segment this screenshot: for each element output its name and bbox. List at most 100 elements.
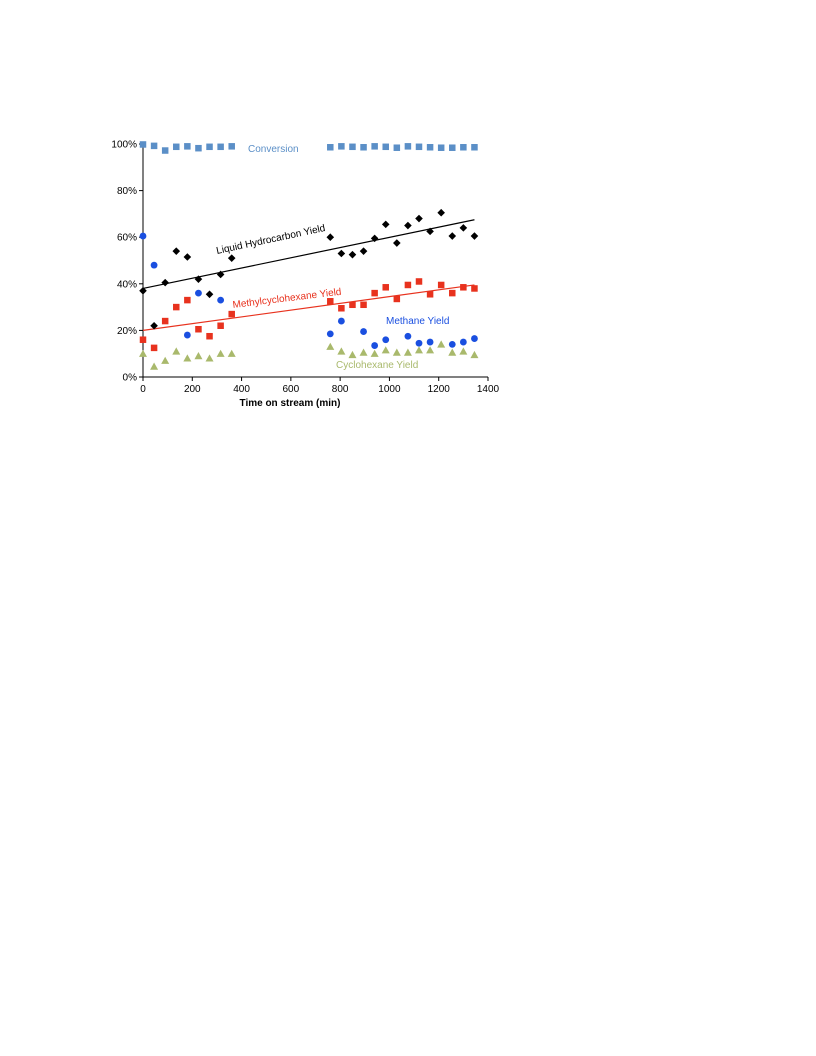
axes <box>142 144 488 378</box>
cyclohexane-point <box>348 350 357 359</box>
cyclohexane-point <box>448 348 457 356</box>
methane-point <box>404 332 412 340</box>
conversion-point <box>371 143 378 150</box>
methylcyclohexane-point <box>360 301 367 309</box>
liquid-point <box>227 254 236 262</box>
methylcyclohexane-point <box>449 289 456 297</box>
methylcyclohexane-point <box>426 291 434 298</box>
methane-series <box>139 232 478 349</box>
x-tick-label: 1400 <box>477 384 500 395</box>
liquid-point <box>183 253 192 261</box>
methylcyclohexane-point <box>139 336 147 343</box>
x-tick-label: 1000 <box>378 384 401 395</box>
methane-point <box>471 335 478 342</box>
cyclohexane-point <box>415 346 423 354</box>
liquid-point <box>448 232 457 240</box>
x-tick-label: 200 <box>184 384 201 395</box>
x-tick-label: 600 <box>283 384 300 395</box>
methylcyclohexane-point <box>161 317 169 325</box>
liquid-point <box>381 220 390 229</box>
cyclohexane-label: Cyclohexane Yield <box>336 360 418 371</box>
conversion-point <box>206 143 213 151</box>
conversion-point <box>195 144 202 152</box>
x-tick-label: 1200 <box>428 384 451 395</box>
methane-point <box>426 338 434 346</box>
liquid-point <box>161 278 169 287</box>
conversion-label: Conversion <box>248 144 299 155</box>
methylcyclohexane-point <box>382 284 389 291</box>
liquid-point <box>348 250 357 259</box>
cyclohexane-point <box>326 342 335 350</box>
x-tick-label: 0 <box>140 384 146 395</box>
conversion-point <box>449 144 456 151</box>
methylcyclohexane-point <box>173 303 180 311</box>
methylcyclohexane-point <box>415 278 423 285</box>
liquid-point <box>459 224 468 232</box>
y-tick-label: 20% <box>117 326 137 337</box>
conversion-point <box>471 144 478 151</box>
methylcyclohexane-series <box>139 278 478 352</box>
x-tick-label: 400 <box>233 384 250 395</box>
cyclohexane-point <box>381 346 390 354</box>
conversion-point <box>415 143 423 151</box>
methylcyclohexane-point <box>217 322 224 329</box>
cyclohexane-point <box>370 349 379 357</box>
methane-point <box>448 340 456 348</box>
conversion-series <box>139 141 478 154</box>
cyclohexane-point <box>392 348 401 356</box>
methylcyclohexane-point <box>228 310 235 318</box>
conversion-point <box>150 142 158 150</box>
methane-point <box>326 330 334 338</box>
liquid-point <box>404 221 412 230</box>
liquid-point <box>359 247 368 255</box>
conversion-point <box>217 143 224 151</box>
liquid-hydrocarbon-label: Liquid Hydrocarbon Yield <box>215 223 326 257</box>
methane-point <box>360 328 367 335</box>
cyclohexane-point <box>337 347 346 355</box>
methylcyclohexane-point <box>471 285 478 292</box>
chart-container: 0 200 400 600 800 1000 1200 1400 0% 20% 40% 60% 80% 1… <box>100 130 510 415</box>
conversion-point <box>360 144 367 151</box>
methylcyclohexane-point <box>150 344 158 352</box>
conversion-point <box>426 144 434 151</box>
conversion-point <box>404 143 412 150</box>
cyclohexane-point <box>161 356 170 364</box>
methylcyclohexane-point <box>195 325 202 333</box>
conversion-point <box>184 143 191 150</box>
ticks: 0 200 400 600 800 1000 1200 1400 0% 20% 40% 60% 80% 1… <box>111 140 499 396</box>
methylcyclohexane-trendline <box>142 284 475 331</box>
cyclohexane-point <box>139 349 147 357</box>
cyclohexane-point <box>216 349 225 357</box>
conversion-point <box>327 144 334 151</box>
cyclohexane-point <box>426 346 435 354</box>
methylcyclohexane-point <box>206 332 213 340</box>
methane-point <box>415 339 423 347</box>
cyclohexane-point <box>150 362 159 370</box>
x-axis-title: Time on stream (min) <box>240 398 341 409</box>
conversion-point <box>437 144 445 151</box>
liquid-point <box>415 214 423 223</box>
liquid-point <box>470 232 479 240</box>
cyclohexane-point <box>437 340 446 348</box>
cyclohexane-point <box>359 348 368 356</box>
conversion-point <box>393 144 401 151</box>
y-tick-label: 0% <box>123 373 138 384</box>
liquid-point <box>139 286 147 295</box>
conversion-point <box>161 147 169 154</box>
cyclohexane-point <box>227 349 236 357</box>
liquid-point <box>326 233 335 241</box>
conversion-point <box>349 143 356 151</box>
methane-point <box>195 289 202 297</box>
y-tick-label: 40% <box>117 279 137 290</box>
conversion-point <box>139 141 147 148</box>
x-tick-label: 800 <box>332 384 349 395</box>
methane-point <box>337 317 345 325</box>
methylcyclohexane-point <box>349 301 356 309</box>
methylcyclohexane-point <box>184 296 191 304</box>
liquid-point <box>150 321 158 330</box>
methane-point <box>183 331 191 339</box>
liquid-point <box>216 270 225 279</box>
cyclohexane-point <box>194 352 203 360</box>
conversion-point <box>228 143 235 150</box>
cyclohexane-point <box>205 354 214 362</box>
